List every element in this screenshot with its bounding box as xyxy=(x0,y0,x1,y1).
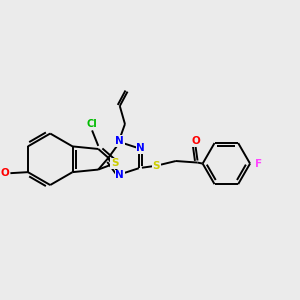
Text: N: N xyxy=(116,136,124,146)
Text: F: F xyxy=(255,159,262,169)
Text: N: N xyxy=(136,143,145,153)
Text: O: O xyxy=(1,168,10,178)
Text: N: N xyxy=(116,170,124,180)
Text: S: S xyxy=(111,158,118,168)
Text: S: S xyxy=(153,161,160,171)
Text: O: O xyxy=(191,136,200,146)
Text: Cl: Cl xyxy=(87,119,98,129)
